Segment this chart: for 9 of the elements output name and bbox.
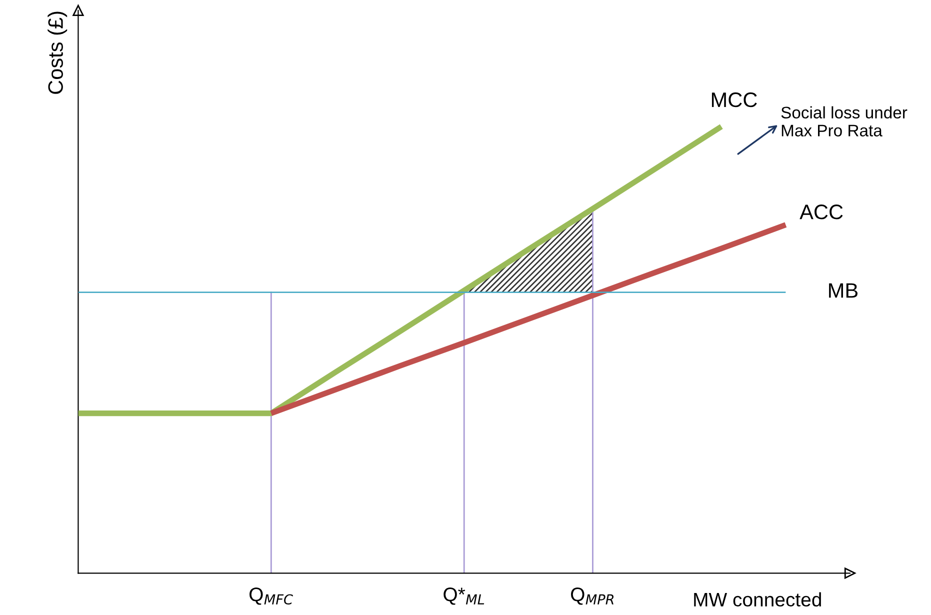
x-tick-label: Q$_{MPR}$ (571, 588, 614, 605)
x-tick-label: Q*$_{ML}$ (444, 588, 484, 605)
annotation: Social loss under Max Pro Rata (781, 106, 908, 136)
series-label: MCC (712, 92, 757, 108)
series-label: ACC (800, 204, 843, 220)
x-axis-title: MW connected (694, 592, 821, 607)
x-tick-label: Q$_{MFC}$ (250, 588, 293, 605)
y-axis-title: Costs (£) (48, 12, 68, 94)
text: MB (829, 283, 858, 298)
